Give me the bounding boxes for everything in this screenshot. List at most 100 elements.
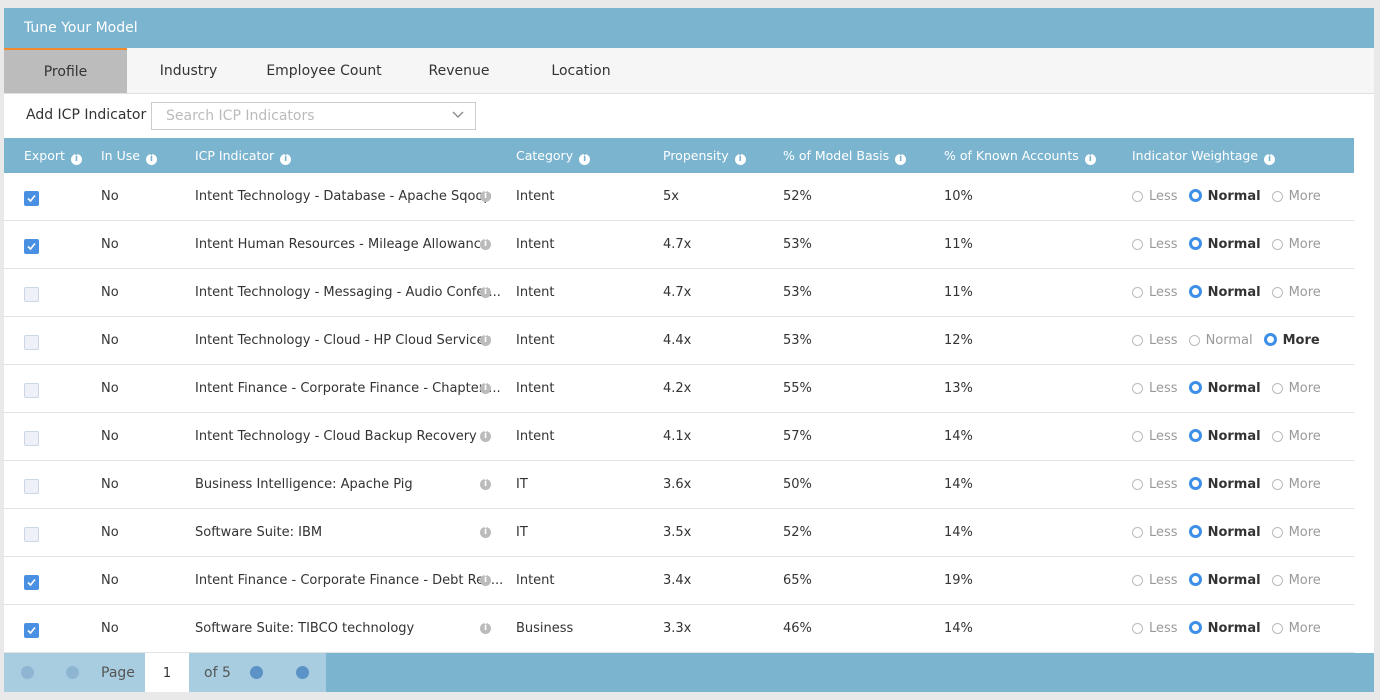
tab[interactable]: Location	[551, 63, 611, 79]
radio[interactable]	[1271, 575, 1283, 586]
first-page-button[interactable]	[21, 666, 34, 679]
radio[interactable]	[1132, 431, 1143, 442]
weightage-option[interactable]: Less	[1132, 333, 1178, 348]
export-checkbox[interactable]	[24, 191, 39, 206]
weightage-option[interactable]: More	[1271, 381, 1321, 396]
weightage-option[interactable]: Normal	[1188, 381, 1261, 396]
radio[interactable]	[1132, 191, 1143, 202]
weightage-option[interactable]: Normal	[1188, 429, 1261, 444]
radio[interactable]	[1271, 383, 1283, 394]
radio[interactable]	[1132, 527, 1143, 538]
radio[interactable]	[1188, 335, 1200, 346]
weightage-option[interactable]: More	[1271, 477, 1321, 492]
radio[interactable]	[1132, 623, 1143, 634]
radio[interactable]	[1188, 381, 1202, 394]
radio[interactable]	[1263, 333, 1277, 346]
weightage-label: Less	[1149, 333, 1178, 348]
weightage-option[interactable]: Less	[1132, 477, 1178, 492]
weightage-option[interactable]: Less	[1132, 237, 1178, 252]
radio[interactable]	[1271, 239, 1283, 250]
radio[interactable]	[1132, 335, 1143, 346]
radio[interactable]	[1132, 287, 1143, 298]
radio[interactable]	[1188, 525, 1202, 538]
column-header-text: Propensity	[663, 148, 729, 163]
weightage-option[interactable]: Normal	[1188, 333, 1253, 348]
page-input[interactable]: 1	[145, 653, 189, 692]
weightage-option[interactable]: Normal	[1188, 237, 1261, 252]
weightage-option[interactable]: More	[1271, 621, 1321, 636]
weightage-option[interactable]: Less	[1132, 285, 1178, 300]
export-checkbox[interactable]	[24, 575, 39, 590]
export-checkbox[interactable]	[24, 287, 39, 302]
weightage-option[interactable]: Normal	[1188, 525, 1261, 540]
radio[interactable]	[1188, 285, 1202, 298]
in-use-cell: No	[101, 429, 119, 444]
model-basis-cell: 53%	[783, 333, 812, 348]
weightage-option[interactable]: Normal	[1188, 189, 1261, 204]
tab[interactable]: Revenue	[428, 63, 490, 79]
radio[interactable]	[1132, 479, 1143, 490]
export-checkbox[interactable]	[24, 479, 39, 494]
column-header-text: ICP Indicator	[195, 148, 275, 163]
radio[interactable]	[1188, 477, 1202, 490]
weightage-cell: Less Normal More	[1132, 605, 1332, 653]
last-page-button[interactable]	[296, 666, 309, 679]
export-checkbox[interactable]	[24, 431, 39, 446]
weightage-option[interactable]: Normal	[1188, 621, 1261, 636]
weightage-option[interactable]: More	[1271, 429, 1321, 444]
weightage-option[interactable]: More	[1271, 285, 1321, 300]
weightage-option[interactable]: Normal	[1188, 573, 1261, 588]
weightage-option[interactable]: More	[1271, 525, 1321, 540]
weightage-label: More	[1288, 429, 1321, 444]
radio[interactable]	[1271, 527, 1283, 538]
radio[interactable]	[1271, 479, 1283, 490]
radio[interactable]	[1188, 621, 1202, 634]
radio[interactable]	[1271, 191, 1283, 202]
tab[interactable]: Employee Count	[266, 63, 382, 79]
weightage-option[interactable]: Less	[1132, 189, 1178, 204]
export-checkbox[interactable]	[24, 239, 39, 254]
radio[interactable]	[1271, 287, 1283, 298]
radio[interactable]	[1132, 239, 1143, 250]
export-checkbox[interactable]	[24, 623, 39, 638]
weightage-option[interactable]: Less	[1132, 429, 1178, 444]
radio[interactable]	[1188, 429, 1202, 442]
search-input[interactable]: Search ICP Indicators	[151, 102, 476, 130]
next-page-button[interactable]	[250, 666, 263, 679]
radio[interactable]	[1188, 573, 1202, 586]
weightage-option[interactable]: Less	[1132, 573, 1178, 588]
prev-page-button[interactable]	[66, 666, 79, 679]
weightage-option[interactable]: More	[1263, 333, 1320, 348]
indicator-cell: Intent Finance - Corporate Finance - Deb…	[195, 573, 504, 588]
export-checkbox[interactable]	[24, 335, 39, 350]
info-icon: i	[280, 154, 292, 165]
weightage-option[interactable]: More	[1271, 573, 1321, 588]
radio[interactable]	[1132, 575, 1143, 586]
checkmark	[27, 578, 36, 587]
dropdown-arrow[interactable]	[452, 111, 464, 119]
weightage-option[interactable]: Normal	[1188, 477, 1261, 492]
known-accounts-cell: 12%	[944, 333, 973, 348]
panel: Tune Your Model Profile Industry Employee …	[4, 8, 1374, 692]
indicator-cell: Business Intelligence: Apache Pig	[195, 477, 413, 492]
propensity-cell: 4.2x	[663, 381, 692, 396]
radio[interactable]	[1188, 189, 1202, 202]
weightage-option[interactable]: Less	[1132, 525, 1178, 540]
weightage-option[interactable]: Less	[1132, 621, 1178, 636]
search-label: Add ICP Indicator	[26, 107, 147, 123]
export-checkbox[interactable]	[24, 383, 39, 398]
in-use-cell: No	[101, 621, 119, 636]
tab[interactable]: Industry	[159, 63, 218, 79]
weightage-label: Less	[1149, 573, 1178, 588]
radio[interactable]	[1188, 237, 1202, 250]
tab[interactable]: Profile	[4, 48, 127, 93]
radio[interactable]	[1271, 431, 1283, 442]
weightage-option[interactable]: Less	[1132, 381, 1178, 396]
weightage-option[interactable]: Normal	[1188, 285, 1261, 300]
propensity-cell: 5x	[663, 189, 679, 204]
radio[interactable]	[1271, 623, 1283, 634]
radio[interactable]	[1132, 383, 1143, 394]
weightage-option[interactable]: More	[1271, 237, 1321, 252]
export-checkbox[interactable]	[24, 527, 39, 542]
weightage-option[interactable]: More	[1271, 189, 1321, 204]
